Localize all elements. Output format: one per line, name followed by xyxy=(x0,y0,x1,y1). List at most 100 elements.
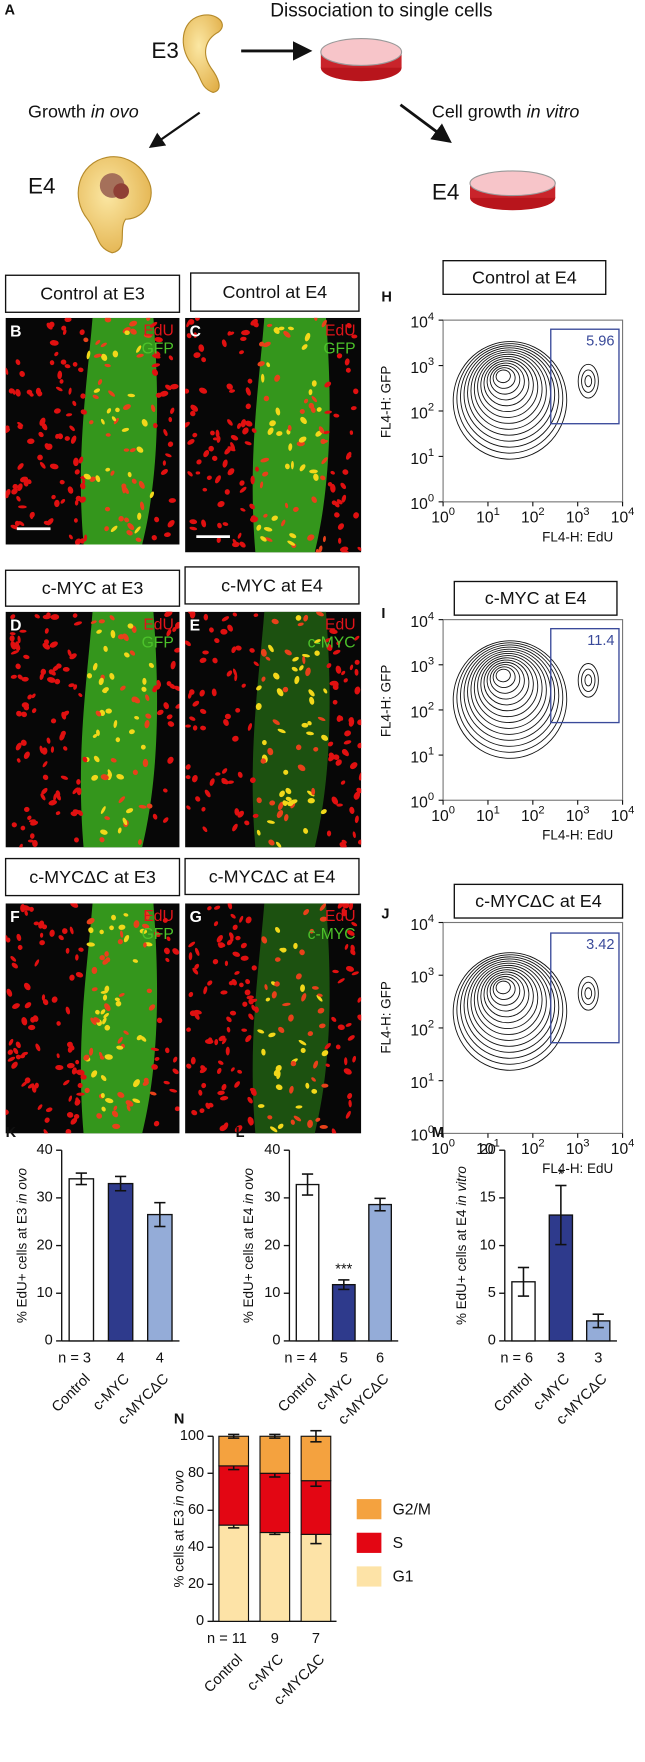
nucleus xyxy=(39,461,46,469)
nucleus xyxy=(154,516,160,523)
nucleus xyxy=(15,742,22,751)
y-axis-label: % EdU+ cells at E4 in vitro xyxy=(454,1166,469,1325)
nucleus xyxy=(347,930,355,936)
nucleus xyxy=(101,353,108,361)
nucleus xyxy=(222,522,229,526)
tick-exponent: 0 xyxy=(449,1137,455,1149)
y-tick-label: 20 xyxy=(264,1237,280,1253)
nucleus xyxy=(331,796,339,805)
nucleus xyxy=(273,672,280,680)
nucleus xyxy=(84,1087,90,1094)
nucleus xyxy=(76,779,81,785)
nucleus xyxy=(118,924,126,930)
nucleus xyxy=(317,1007,325,1014)
tick-base: 10 xyxy=(410,614,428,631)
nucleus xyxy=(252,320,259,328)
nucleus xyxy=(321,1050,329,1057)
nucleus xyxy=(274,374,281,382)
nucleus xyxy=(231,646,237,654)
nucleus xyxy=(347,1093,353,1100)
stain-label: EdU xyxy=(143,908,174,925)
title-box xyxy=(4,569,181,607)
nucleus xyxy=(164,611,173,618)
nucleus xyxy=(59,379,64,384)
nucleus xyxy=(227,419,233,426)
nucleus xyxy=(248,1013,254,1020)
nucleus xyxy=(227,780,234,784)
nucleus xyxy=(166,629,172,637)
nucleus xyxy=(148,662,154,668)
nucleus xyxy=(64,317,72,323)
nucleus xyxy=(102,689,108,694)
gate xyxy=(550,932,620,1044)
stain-label: EdU xyxy=(325,322,356,339)
nucleus xyxy=(132,769,138,776)
nucleus xyxy=(266,820,275,824)
y-tick-label: 10 xyxy=(480,1237,496,1253)
significance: *** xyxy=(335,1262,352,1278)
nucleus xyxy=(342,749,349,757)
nucleus xyxy=(42,642,50,650)
y-tick-label: 101 xyxy=(410,1071,434,1092)
nucleus xyxy=(159,390,169,397)
nucleus xyxy=(195,471,201,475)
bar xyxy=(295,1183,320,1342)
nucleus xyxy=(44,1117,50,1123)
nucleus xyxy=(239,486,247,493)
nucleus xyxy=(121,485,126,494)
stain-label: c-MYC xyxy=(308,926,356,943)
nucleus xyxy=(352,831,356,839)
nucleus xyxy=(256,685,262,691)
plot-frame xyxy=(442,921,624,1134)
nucleus xyxy=(276,688,284,697)
nucleus xyxy=(336,715,342,722)
y-tick-label: 5 xyxy=(488,1285,496,1301)
nucleus xyxy=(110,758,117,763)
nucleus xyxy=(215,772,221,776)
nucleus xyxy=(231,978,237,986)
nucleus xyxy=(142,758,149,768)
nucleus xyxy=(221,1038,227,1045)
nucleus xyxy=(103,1012,109,1019)
nucleus xyxy=(320,809,327,815)
gfp-region xyxy=(80,611,158,848)
nucleus xyxy=(284,502,289,509)
nucleus xyxy=(14,520,21,527)
nucleus xyxy=(317,993,323,997)
nucleus xyxy=(237,1069,243,1074)
nucleus xyxy=(349,430,354,435)
nucleus xyxy=(10,650,20,655)
y-tick-label: 103 xyxy=(410,655,434,676)
panel-title: Control at E3 xyxy=(40,284,145,304)
nucleus xyxy=(267,427,274,435)
tick-exponent: 4 xyxy=(428,610,434,622)
x-tick-label: 103 xyxy=(566,1137,590,1158)
contour xyxy=(483,659,530,706)
nucleus xyxy=(17,463,24,470)
nucleus xyxy=(95,710,102,717)
contour xyxy=(495,369,511,384)
bar-segment xyxy=(300,1480,332,1535)
nucleus xyxy=(126,530,133,536)
y-tick-label: 0 xyxy=(196,1613,204,1629)
nucleus xyxy=(203,613,209,621)
nucleus xyxy=(115,737,121,743)
nucleus xyxy=(27,694,33,700)
nucleus xyxy=(334,512,340,518)
nucleus xyxy=(227,468,235,476)
nucleus xyxy=(251,965,257,971)
nucleus xyxy=(187,439,195,445)
nucleus xyxy=(23,982,31,991)
nucleus xyxy=(165,1047,170,1054)
nucleus xyxy=(266,362,271,368)
nucleus xyxy=(63,1079,70,1086)
nucleus xyxy=(113,417,119,425)
stain-label: EdU xyxy=(325,908,356,925)
nucleus xyxy=(42,774,49,781)
culture-dish xyxy=(320,38,403,82)
y-tick-label: 20 xyxy=(480,1142,496,1158)
nucleus xyxy=(170,407,175,414)
nucleus xyxy=(7,1049,14,1055)
y-tick-label: 30 xyxy=(264,1190,280,1206)
nucleus xyxy=(320,475,326,481)
